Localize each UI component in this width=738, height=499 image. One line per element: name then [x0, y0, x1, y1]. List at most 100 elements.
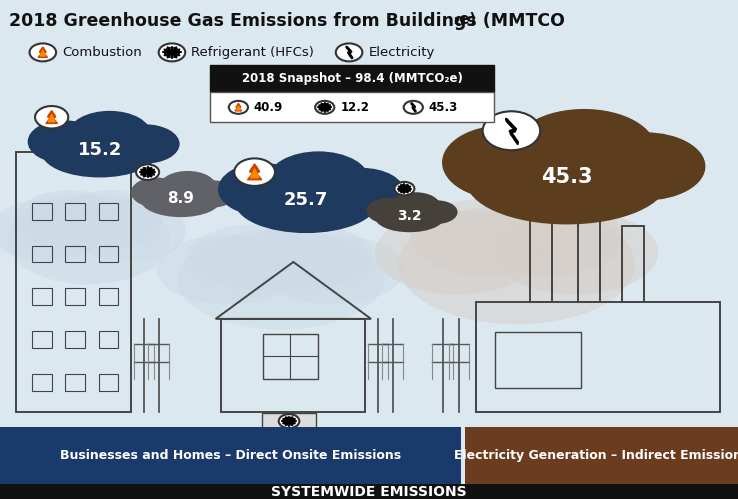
Text: 15.2: 15.2	[77, 141, 122, 159]
Bar	[66, 374, 85, 391]
Ellipse shape	[72, 199, 186, 262]
Text: 8.9: 8.9	[168, 191, 194, 206]
Bar	[66, 203, 85, 220]
Ellipse shape	[68, 111, 151, 158]
Bar	[530, 212, 551, 302]
Ellipse shape	[140, 182, 221, 217]
Bar	[99, 246, 118, 262]
Text: 2018 Snapshot – 98.4 (MMTCO₂e): 2018 Snapshot – 98.4 (MMTCO₂e)	[242, 72, 463, 85]
Bar	[66, 288, 85, 305]
Ellipse shape	[56, 190, 162, 249]
Polygon shape	[250, 169, 259, 178]
Text: 40.9: 40.9	[254, 101, 283, 114]
Circle shape	[315, 101, 334, 114]
Polygon shape	[236, 106, 241, 110]
Polygon shape	[49, 114, 55, 122]
Bar	[579, 182, 600, 302]
Bar	[476, 302, 720, 412]
Bar	[99, 374, 118, 391]
Bar	[465, 427, 738, 485]
Polygon shape	[412, 103, 415, 112]
Ellipse shape	[28, 120, 100, 163]
Bar	[32, 246, 52, 262]
Ellipse shape	[177, 230, 384, 329]
Bar	[99, 288, 118, 305]
Ellipse shape	[145, 189, 198, 214]
Text: 12.2: 12.2	[340, 101, 369, 114]
Bar	[66, 331, 85, 348]
Ellipse shape	[399, 205, 635, 324]
Bar	[221, 319, 365, 412]
Ellipse shape	[268, 151, 370, 209]
Polygon shape	[347, 47, 352, 59]
Ellipse shape	[585, 132, 706, 201]
Polygon shape	[40, 50, 46, 56]
Ellipse shape	[493, 211, 658, 294]
Text: Electricity Generation – Indirect Emissions: Electricity Generation – Indirect Emissi…	[454, 449, 738, 463]
Circle shape	[483, 111, 540, 150]
Circle shape	[35, 106, 68, 129]
Circle shape	[234, 158, 275, 186]
Bar	[263, 334, 318, 379]
Circle shape	[159, 43, 185, 61]
Polygon shape	[235, 103, 242, 111]
Text: SYSTEMWIDE EMISSIONS: SYSTEMWIDE EMISSIONS	[271, 485, 467, 499]
Ellipse shape	[469, 199, 623, 276]
Text: Businesses and Homes – Direct Onsite Emissions: Businesses and Homes – Direct Onsite Emi…	[60, 449, 401, 463]
Ellipse shape	[131, 178, 181, 207]
Ellipse shape	[260, 235, 404, 304]
Text: 45.3: 45.3	[429, 101, 458, 114]
Bar	[262, 413, 317, 429]
Ellipse shape	[159, 171, 216, 204]
Circle shape	[404, 101, 423, 114]
Circle shape	[30, 43, 56, 61]
Ellipse shape	[47, 137, 125, 173]
Text: ₂e): ₂e)	[453, 12, 476, 27]
Bar	[32, 288, 52, 305]
Text: 3.2: 3.2	[397, 209, 422, 223]
Ellipse shape	[15, 190, 121, 249]
Bar	[32, 203, 52, 220]
Polygon shape	[506, 119, 518, 145]
Polygon shape	[46, 111, 58, 123]
Circle shape	[394, 182, 415, 196]
Ellipse shape	[187, 225, 322, 289]
Text: 45.3: 45.3	[541, 167, 593, 188]
Text: Refrigerant (HFCs): Refrigerant (HFCs)	[191, 46, 314, 59]
Bar	[210, 65, 494, 92]
Text: Electricity: Electricity	[368, 46, 435, 59]
Circle shape	[136, 164, 159, 180]
Ellipse shape	[475, 155, 610, 217]
Ellipse shape	[375, 202, 444, 232]
Bar	[622, 226, 644, 302]
Ellipse shape	[0, 199, 105, 262]
Polygon shape	[247, 164, 262, 180]
Ellipse shape	[367, 198, 410, 224]
Bar	[0, 427, 461, 485]
Ellipse shape	[242, 184, 337, 228]
Ellipse shape	[156, 235, 301, 304]
Ellipse shape	[41, 127, 158, 178]
Ellipse shape	[239, 225, 373, 289]
Ellipse shape	[218, 163, 306, 216]
Bar	[16, 152, 131, 412]
Bar	[73, 142, 114, 152]
Ellipse shape	[512, 109, 656, 190]
Bar	[495, 332, 581, 388]
Ellipse shape	[188, 180, 236, 208]
Circle shape	[279, 414, 300, 428]
Ellipse shape	[111, 124, 179, 164]
Ellipse shape	[466, 137, 667, 225]
Bar	[32, 331, 52, 348]
Circle shape	[229, 101, 248, 114]
Bar	[99, 331, 118, 348]
Text: 25.7: 25.7	[284, 191, 328, 209]
Ellipse shape	[375, 211, 540, 294]
Polygon shape	[38, 47, 47, 57]
Text: Combustion: Combustion	[62, 46, 142, 59]
Text: 2018 Greenhouse Gas Emissions from Buildings (MMTCO: 2018 Greenhouse Gas Emissions from Build…	[9, 12, 565, 30]
Ellipse shape	[390, 192, 441, 221]
Ellipse shape	[442, 125, 567, 200]
Ellipse shape	[378, 208, 424, 230]
Ellipse shape	[235, 171, 378, 233]
